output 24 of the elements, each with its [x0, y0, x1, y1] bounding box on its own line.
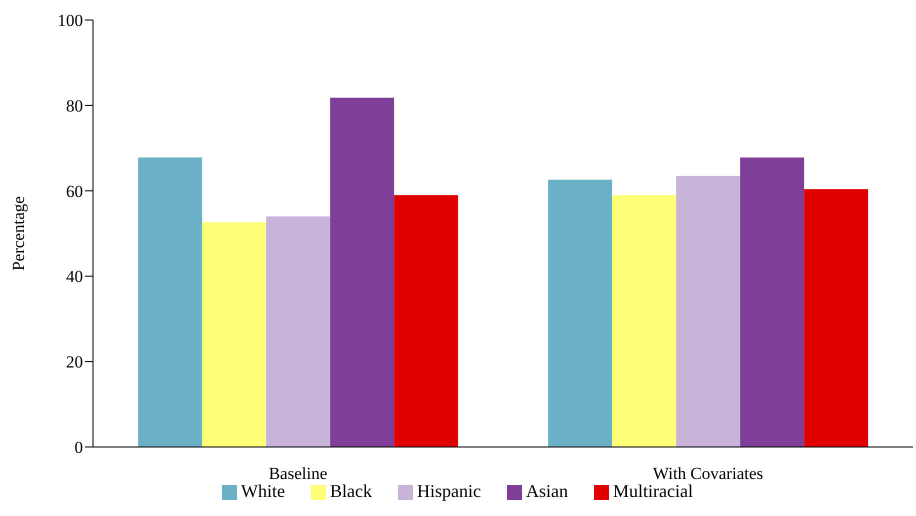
- bar: [612, 195, 676, 447]
- y-tick-label: 100: [58, 11, 83, 30]
- bar: [804, 189, 868, 447]
- y-axis-title: Percentage: [9, 196, 28, 271]
- bar: [138, 157, 202, 447]
- legend-label: White: [241, 481, 285, 501]
- x-tick-label: With Covariates: [652, 464, 764, 484]
- y-tick-label: 80: [66, 96, 83, 116]
- legend-label: Multiracial: [612, 481, 693, 501]
- bar: [740, 157, 804, 447]
- legend-label: Hispanic: [417, 481, 481, 501]
- y-tick-label: 40: [66, 267, 83, 286]
- bar: [548, 180, 612, 447]
- bar: [266, 216, 330, 447]
- bar: [330, 98, 394, 447]
- bar: [202, 222, 266, 447]
- legend-label: Black: [330, 481, 372, 501]
- bar: [394, 195, 458, 447]
- y-tick-label: 60: [66, 182, 83, 201]
- y-tick-label: 20: [66, 352, 83, 372]
- bar: [676, 176, 740, 447]
- x-tick-label: Baseline: [268, 464, 328, 484]
- legend-label: Asian: [526, 481, 568, 501]
- y-tick-label: 0: [74, 438, 83, 458]
